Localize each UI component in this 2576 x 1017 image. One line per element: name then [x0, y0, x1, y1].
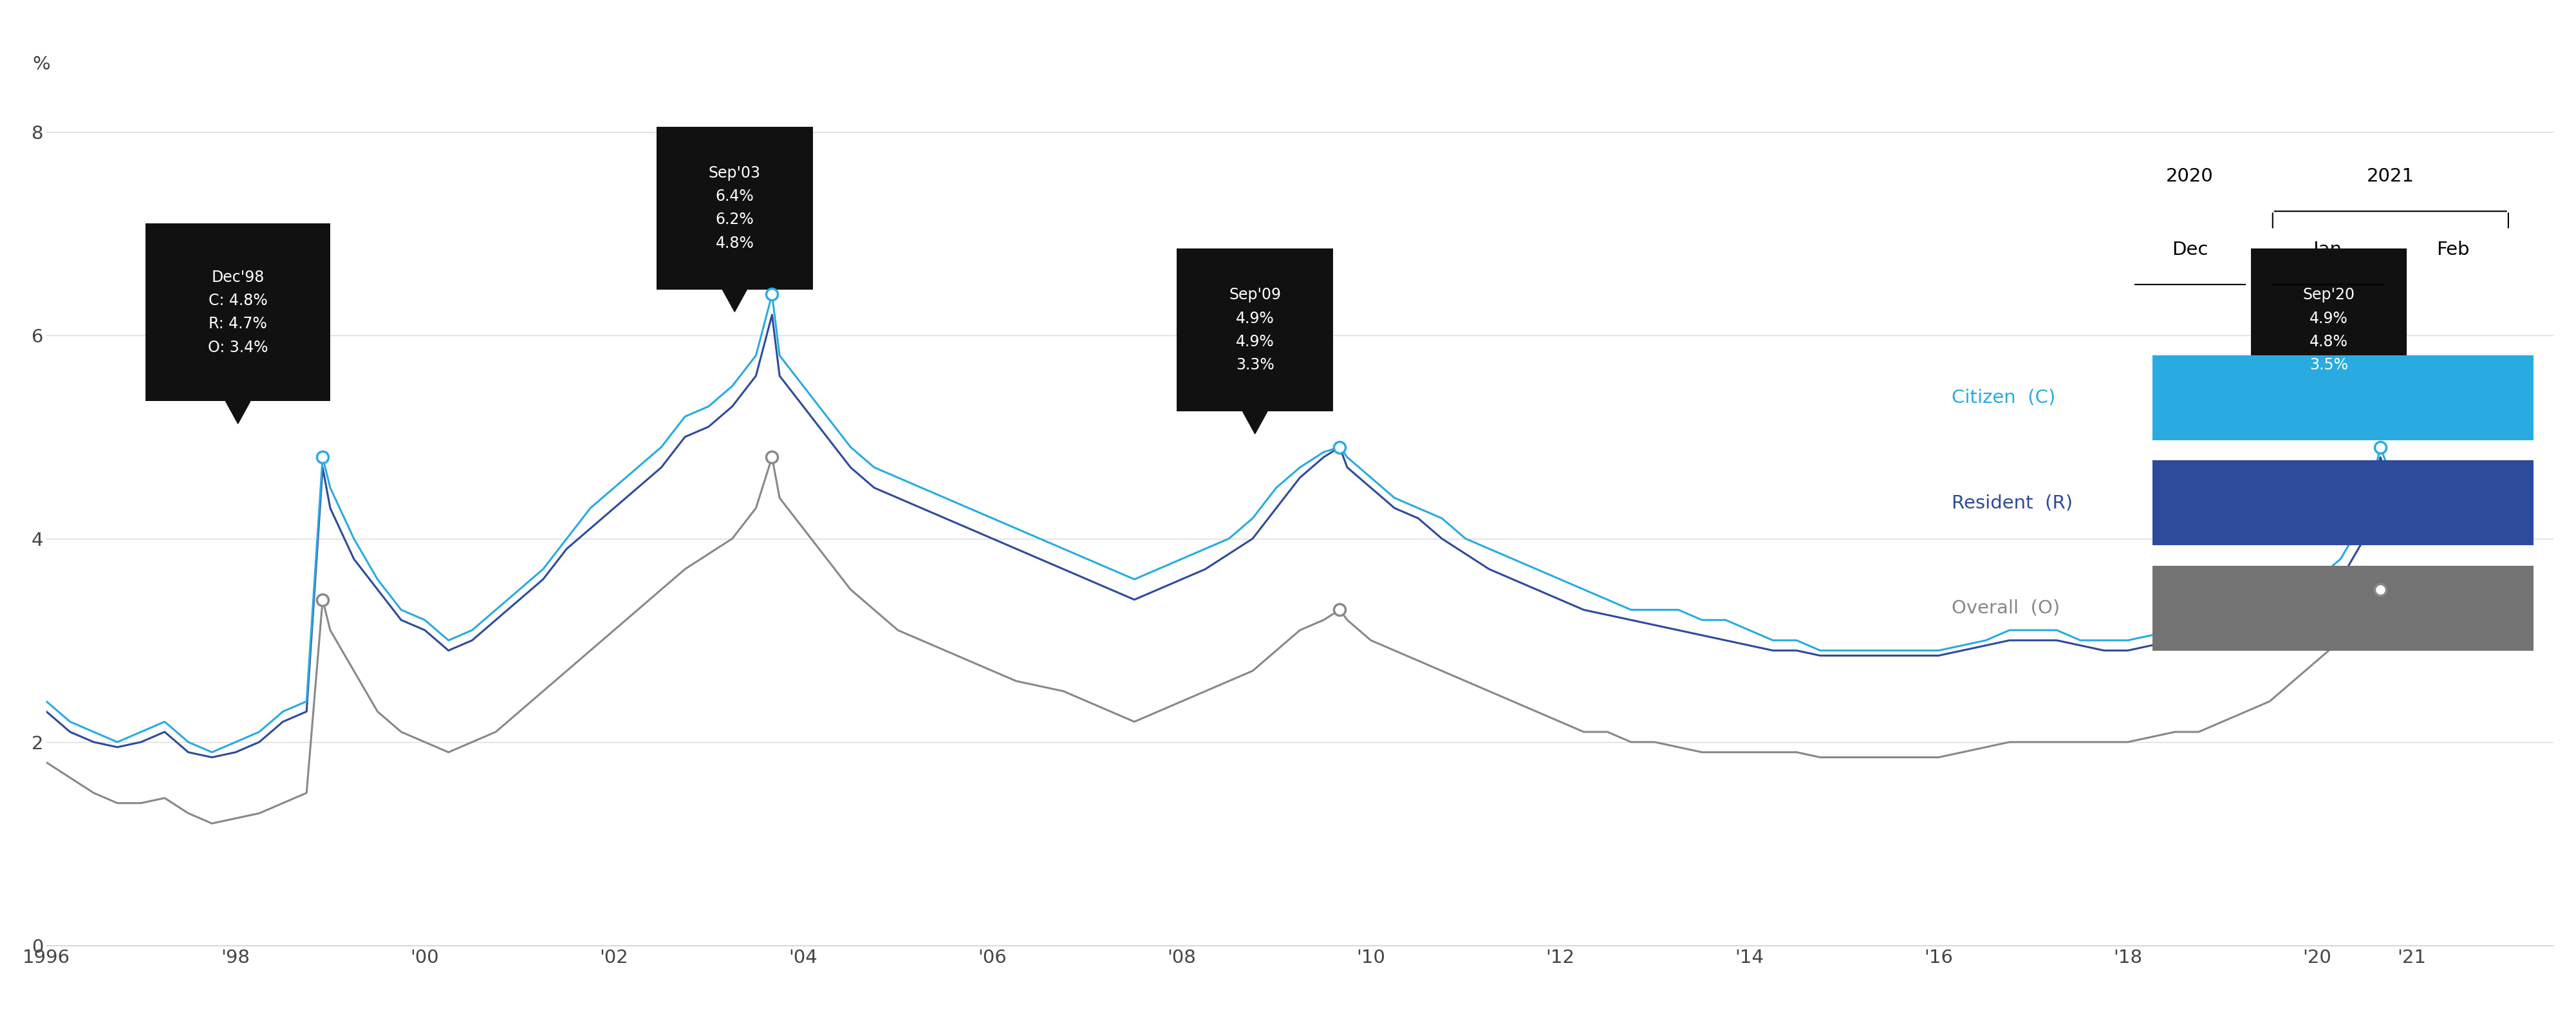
Polygon shape [2316, 412, 2342, 434]
FancyBboxPatch shape [2154, 355, 2532, 440]
Polygon shape [1242, 412, 1267, 434]
Text: Feb: Feb [2437, 241, 2470, 258]
Text: 2021: 2021 [2367, 168, 2414, 185]
Text: Dec: Dec [2172, 241, 2208, 258]
Text: Citizen  (C): Citizen (C) [1953, 388, 2056, 407]
Polygon shape [227, 402, 250, 424]
Text: %: % [33, 55, 49, 73]
Text: 3.3%; 3.2%;    3.0%: 3.3%; 3.2%; 3.0% [2259, 600, 2427, 616]
FancyBboxPatch shape [2154, 461, 2532, 545]
Text: Jan: Jan [2313, 241, 2342, 258]
Text: Overall  (O): Overall (O) [1953, 599, 2061, 617]
Text: Sep'20
4.9%
4.8%
3.5%: Sep'20 4.9% 4.8% 3.5% [2303, 287, 2354, 373]
FancyBboxPatch shape [147, 224, 330, 402]
Text: 2020: 2020 [2166, 168, 2213, 185]
Text: Sep'03
6.4%
6.2%
4.8%: Sep'03 6.4% 6.2% 4.8% [708, 165, 760, 251]
Text: Resident  (R): Resident (R) [1953, 494, 2074, 512]
FancyBboxPatch shape [657, 127, 811, 290]
Text: 4.4%; 4.3%;    4.1%: 4.4%; 4.3%; 4.1% [2259, 494, 2427, 512]
Text: Sep'09
4.9%
4.9%
3.3%: Sep'09 4.9% 4.9% 3.3% [1229, 287, 1280, 373]
FancyBboxPatch shape [2251, 249, 2406, 412]
FancyBboxPatch shape [2154, 565, 2532, 651]
FancyBboxPatch shape [1177, 249, 1332, 412]
Polygon shape [721, 290, 747, 312]
Text: 4.5%; 4.5%;    4.3%: 4.5%; 4.5%; 4.3% [2259, 390, 2427, 406]
Text: Dec'98
C: 4.8%
R: 4.7%
O: 3.4%: Dec'98 C: 4.8% R: 4.7% O: 3.4% [209, 270, 268, 355]
